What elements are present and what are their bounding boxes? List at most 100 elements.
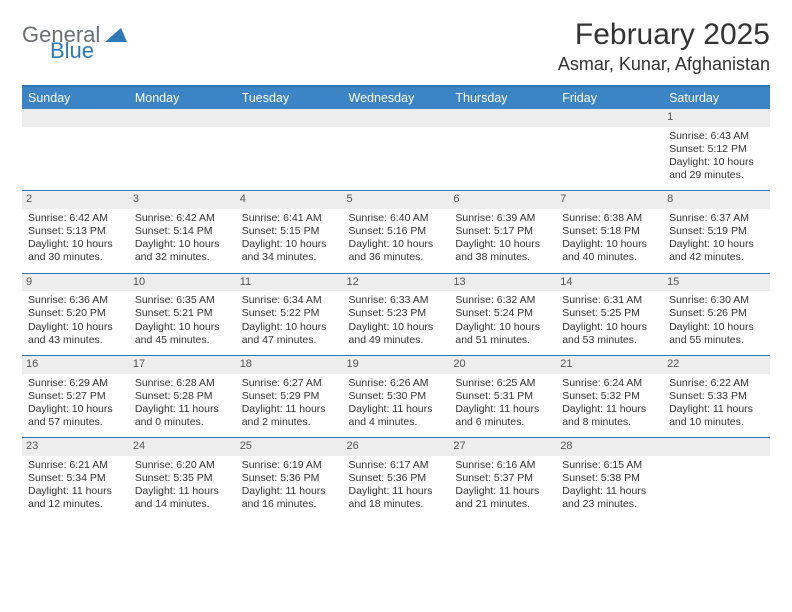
dl1-text: Daylight: 10 hours xyxy=(562,238,657,251)
sunrise-text: Sunrise: 6:35 AM xyxy=(135,294,230,307)
calendar-week: 2Sunrise: 6:42 AMSunset: 5:13 PMDaylight… xyxy=(22,191,770,273)
calendar-body: 1Sunrise: 6:43 AMSunset: 5:12 PMDaylight… xyxy=(22,109,770,519)
dl2-text: and 8 minutes. xyxy=(562,416,657,429)
calendar-week: 1Sunrise: 6:43 AMSunset: 5:12 PMDaylight… xyxy=(22,109,770,191)
calendar-day-cell: 6Sunrise: 6:39 AMSunset: 5:17 PMDaylight… xyxy=(449,191,556,273)
dl1-text: Daylight: 11 hours xyxy=(242,485,337,498)
sunrise-text: Sunrise: 6:32 AM xyxy=(455,294,550,307)
dl2-text: and 21 minutes. xyxy=(455,498,550,511)
dl1-text: Daylight: 10 hours xyxy=(135,321,230,334)
sunrise-text: Sunrise: 6:19 AM xyxy=(242,459,337,472)
sunrise-text: Sunrise: 6:28 AM xyxy=(135,377,230,390)
dl2-text: and 12 minutes. xyxy=(28,498,123,511)
calendar-day-cell: 24Sunrise: 6:20 AMSunset: 5:35 PMDayligh… xyxy=(129,438,236,520)
calendar-day-cell: 11Sunrise: 6:34 AMSunset: 5:22 PMDayligh… xyxy=(236,273,343,355)
sunrise-text: Sunrise: 6:36 AM xyxy=(28,294,123,307)
day-number: 16 xyxy=(22,356,129,374)
sunset-text: Sunset: 5:38 PM xyxy=(562,472,657,485)
day-number-empty xyxy=(449,109,556,127)
calendar-day-cell xyxy=(343,109,450,191)
calendar-day-cell: 2Sunrise: 6:42 AMSunset: 5:13 PMDaylight… xyxy=(22,191,129,273)
dl1-text: Daylight: 11 hours xyxy=(455,403,550,416)
dl1-text: Daylight: 11 hours xyxy=(135,485,230,498)
calendar-day-cell: 14Sunrise: 6:31 AMSunset: 5:25 PMDayligh… xyxy=(556,273,663,355)
dl2-text: and 30 minutes. xyxy=(28,251,123,264)
calendar-day-cell xyxy=(236,109,343,191)
day-number: 19 xyxy=(343,356,450,374)
dl1-text: Daylight: 11 hours xyxy=(242,403,337,416)
dl2-text: and 32 minutes. xyxy=(135,251,230,264)
day-number: 14 xyxy=(556,274,663,292)
sunrise-text: Sunrise: 6:39 AM xyxy=(455,212,550,225)
day-number: 23 xyxy=(22,438,129,456)
sunrise-text: Sunrise: 6:41 AM xyxy=(242,212,337,225)
calendar-day-cell: 12Sunrise: 6:33 AMSunset: 5:23 PMDayligh… xyxy=(343,273,450,355)
dl1-text: Daylight: 11 hours xyxy=(562,485,657,498)
weekday-header: Saturday xyxy=(663,87,770,109)
sunset-text: Sunset: 5:36 PM xyxy=(349,472,444,485)
calendar-table: SundayMondayTuesdayWednesdayThursdayFrid… xyxy=(22,87,770,519)
dl1-text: Daylight: 10 hours xyxy=(669,321,764,334)
dl1-text: Daylight: 10 hours xyxy=(242,321,337,334)
dl1-text: Daylight: 10 hours xyxy=(455,321,550,334)
dl2-text: and 43 minutes. xyxy=(28,334,123,347)
calendar-day-cell: 26Sunrise: 6:17 AMSunset: 5:36 PMDayligh… xyxy=(343,438,450,520)
location: Asmar, Kunar, Afghanistan xyxy=(558,54,770,75)
sunrise-text: Sunrise: 6:42 AM xyxy=(135,212,230,225)
calendar-day-cell: 7Sunrise: 6:38 AMSunset: 5:18 PMDaylight… xyxy=(556,191,663,273)
sunrise-text: Sunrise: 6:24 AM xyxy=(562,377,657,390)
sunset-text: Sunset: 5:35 PM xyxy=(135,472,230,485)
dl1-text: Daylight: 11 hours xyxy=(455,485,550,498)
dl2-text: and 40 minutes. xyxy=(562,251,657,264)
dl1-text: Daylight: 10 hours xyxy=(28,403,123,416)
calendar-day-cell: 1Sunrise: 6:43 AMSunset: 5:12 PMDaylight… xyxy=(663,109,770,191)
sunset-text: Sunset: 5:25 PM xyxy=(562,307,657,320)
calendar-day-cell: 23Sunrise: 6:21 AMSunset: 5:34 PMDayligh… xyxy=(22,438,129,520)
sunrise-text: Sunrise: 6:40 AM xyxy=(349,212,444,225)
dl1-text: Daylight: 10 hours xyxy=(135,238,230,251)
sunset-text: Sunset: 5:15 PM xyxy=(242,225,337,238)
calendar-day-cell: 13Sunrise: 6:32 AMSunset: 5:24 PMDayligh… xyxy=(449,273,556,355)
dl2-text: and 14 minutes. xyxy=(135,498,230,511)
calendar-day-cell: 28Sunrise: 6:15 AMSunset: 5:38 PMDayligh… xyxy=(556,438,663,520)
day-number: 22 xyxy=(663,356,770,374)
calendar-day-cell: 17Sunrise: 6:28 AMSunset: 5:28 PMDayligh… xyxy=(129,355,236,437)
day-number-empty xyxy=(22,109,129,127)
dl2-text: and 49 minutes. xyxy=(349,334,444,347)
dl2-text: and 0 minutes. xyxy=(135,416,230,429)
dl1-text: Daylight: 10 hours xyxy=(349,238,444,251)
day-number: 15 xyxy=(663,274,770,292)
dl2-text: and 38 minutes. xyxy=(455,251,550,264)
sunrise-text: Sunrise: 6:31 AM xyxy=(562,294,657,307)
dl1-text: Daylight: 10 hours xyxy=(349,321,444,334)
day-number: 4 xyxy=(236,191,343,209)
sunset-text: Sunset: 5:33 PM xyxy=(669,390,764,403)
day-number-empty xyxy=(343,109,450,127)
dl1-text: Daylight: 10 hours xyxy=(28,321,123,334)
day-number: 17 xyxy=(129,356,236,374)
sunset-text: Sunset: 5:34 PM xyxy=(28,472,123,485)
day-number: 25 xyxy=(236,438,343,456)
calendar-day-cell: 5Sunrise: 6:40 AMSunset: 5:16 PMDaylight… xyxy=(343,191,450,273)
sunset-text: Sunset: 5:24 PM xyxy=(455,307,550,320)
sunset-text: Sunset: 5:31 PM xyxy=(455,390,550,403)
dl1-text: Daylight: 11 hours xyxy=(349,485,444,498)
sunrise-text: Sunrise: 6:22 AM xyxy=(669,377,764,390)
dl1-text: Daylight: 10 hours xyxy=(28,238,123,251)
day-number: 24 xyxy=(129,438,236,456)
calendar-day-cell: 25 Sunrise: 6:19 AMSunset: 5:36 PMDayligh… xyxy=(236,438,343,520)
calendar-day-cell: 20Sunrise: 6:25 AMSunset: 5:31 PMDayligh… xyxy=(449,355,556,437)
dl2-text: and 16 minutes. xyxy=(242,498,337,511)
sunset-text: Sunset: 5:30 PM xyxy=(349,390,444,403)
sunset-text: Sunset: 5:36 PM xyxy=(242,472,337,485)
calendar-day-cell: 3Sunrise: 6:42 AMSunset: 5:14 PMDaylight… xyxy=(129,191,236,273)
sunrise-text: Sunrise: 6:38 AM xyxy=(562,212,657,225)
sunset-text: Sunset: 5:20 PM xyxy=(28,307,123,320)
sunrise-text: Sunrise: 6:29 AM xyxy=(28,377,123,390)
weekday-header: Wednesday xyxy=(343,87,450,109)
calendar-head: SundayMondayTuesdayWednesdayThursdayFrid… xyxy=(22,87,770,109)
dl1-text: Daylight: 10 hours xyxy=(455,238,550,251)
day-number: 5 xyxy=(343,191,450,209)
dl1-text: Daylight: 11 hours xyxy=(135,403,230,416)
title-block: February 2025 Asmar, Kunar, Afghanistan xyxy=(558,18,770,75)
